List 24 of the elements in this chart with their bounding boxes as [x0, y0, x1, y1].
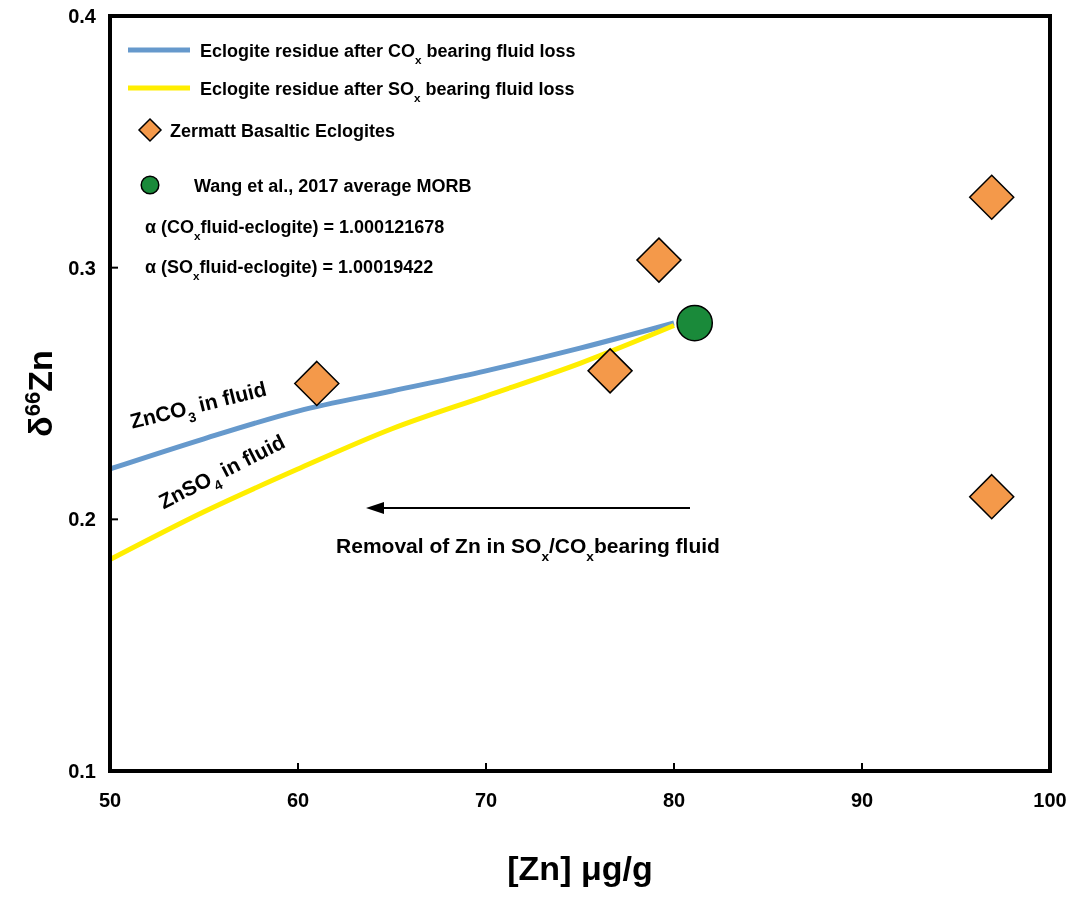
x-tick-label: 60 — [286, 789, 310, 811]
x-tick-label: 80 — [662, 789, 686, 811]
y-tick-label: 0.1 — [68, 760, 96, 782]
point — [676, 304, 714, 342]
legend-label: Zermatt Basaltic Eclogites — [170, 121, 396, 141]
point — [587, 348, 633, 394]
annotation: α (CO$_{x}$fluid-eclogite) = 1.000121678 — [145, 217, 445, 242]
legend-label: Wang et al., 2017 average MORB — [194, 176, 472, 196]
point — [968, 473, 1015, 520]
annotation: Removal of Zn in SO$_{x}$/CO$_{x}$bearing fluid — [336, 534, 720, 564]
x-tick-label: 100 — [1033, 789, 1067, 811]
y-tick-label: 0.4 — [68, 5, 97, 27]
legend-label: Eclogite residue after SO$_{x}$ bearing fluid loss — [200, 79, 575, 104]
x-tick-label: 50 — [98, 789, 122, 811]
point — [636, 237, 682, 283]
y-tick-label: 0.3 — [68, 256, 96, 279]
annotation: α (SO$_{x}$fluid-eclogite) = 1.00019422 — [145, 257, 434, 282]
x-tick-label: 90 — [850, 789, 874, 811]
x-tick-label: 70 — [474, 789, 498, 811]
legend-label: Eclogite residue after CO$_{x}$ bearing fluid loss — [200, 41, 576, 66]
y-tick-label: 0.2 — [68, 508, 96, 531]
x-axis-title: [Zn] μg/g — [507, 849, 653, 887]
point — [968, 174, 1015, 220]
point — [294, 360, 340, 407]
